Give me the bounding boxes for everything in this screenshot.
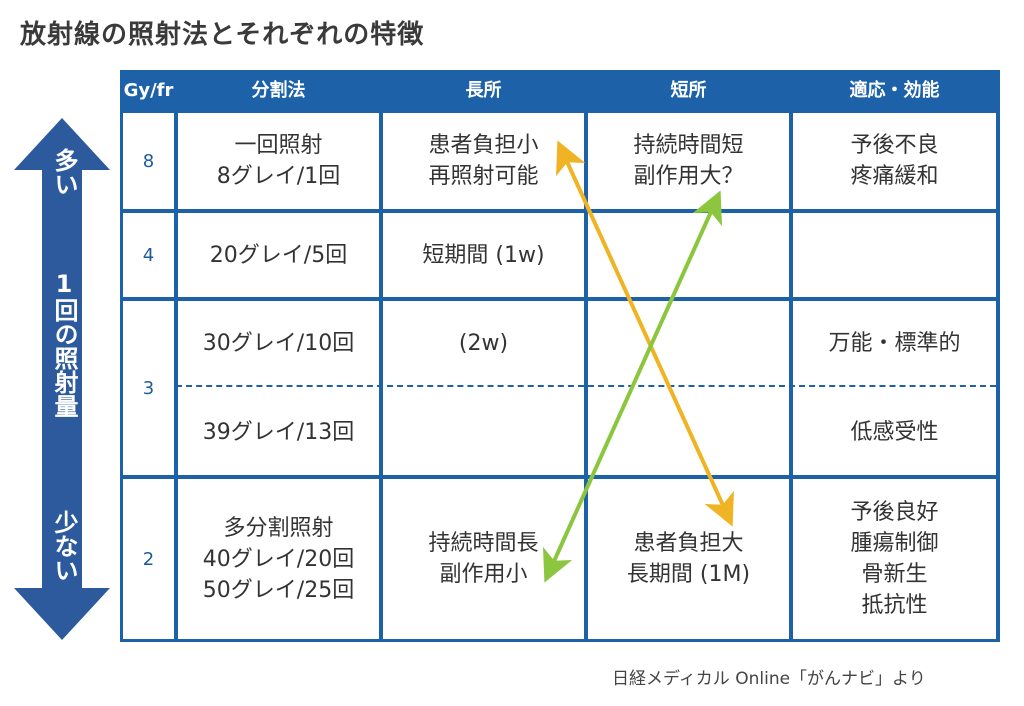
row3b-indications: 低感受性 — [850, 419, 939, 445]
row1-method: 一回照射 8グレイ/1回 — [178, 113, 379, 209]
row4-merits: 持続時間長 副作用小 — [383, 479, 584, 639]
row4-method: 多分割照射 40グレイ/20回 50グレイ/25回 — [178, 479, 379, 639]
header-method: 分割法 — [178, 73, 379, 109]
source-credit: 日経メディカル Online「がんナビ」より — [612, 669, 926, 689]
arrow-middle-label: 1回の照射量 — [50, 270, 78, 418]
row4-demerits: 患者負担大 長期間 (1M) — [588, 479, 789, 639]
arrow-top-label: 多い — [50, 148, 78, 196]
row3a-method: 30グレイ/10回 — [202, 330, 355, 356]
header-demerits: 短所 — [588, 73, 789, 109]
row3a-indications: 万能・標準的 — [828, 330, 961, 356]
row1-demerits: 持続時間短 副作用大？ — [588, 113, 789, 209]
header-indications: 適応・効能 — [793, 73, 996, 109]
row3-method-cell — [178, 301, 379, 475]
arrow-bottom-label: 少ない — [50, 510, 78, 582]
row3-demerits-cell — [588, 301, 789, 475]
row3-indications-cell — [793, 301, 996, 475]
row3b-method: 39グレイ/13回 — [202, 419, 355, 445]
row3a-merits: (2w) — [458, 330, 509, 356]
row-divider-dashed — [176, 385, 996, 387]
row2-method: 20グレイ/5回 — [178, 213, 379, 297]
gy-2: 2 — [123, 479, 174, 639]
row2-indications — [793, 213, 996, 297]
gy-4: 4 — [123, 213, 174, 297]
header-merits: 長所 — [383, 73, 584, 109]
page-title: 放射線の照射法とそれぞれの特徴 — [20, 20, 425, 50]
row4-indications: 予後良好 腫瘍制御 骨新生 抵抗性 — [793, 479, 996, 639]
gy-8: 8 — [123, 113, 174, 209]
row1-merits: 患者負担小 再照射可能 — [383, 113, 584, 209]
row2-merits: 短期間 (1w) — [383, 213, 584, 297]
header-gy: Gy/fr — [123, 73, 174, 109]
row2-demerits — [588, 213, 789, 297]
row1-indications: 予後不良 疼痛緩和 — [793, 113, 996, 209]
gy-3: 3 — [123, 301, 174, 475]
double-arrow-icon — [14, 118, 110, 640]
